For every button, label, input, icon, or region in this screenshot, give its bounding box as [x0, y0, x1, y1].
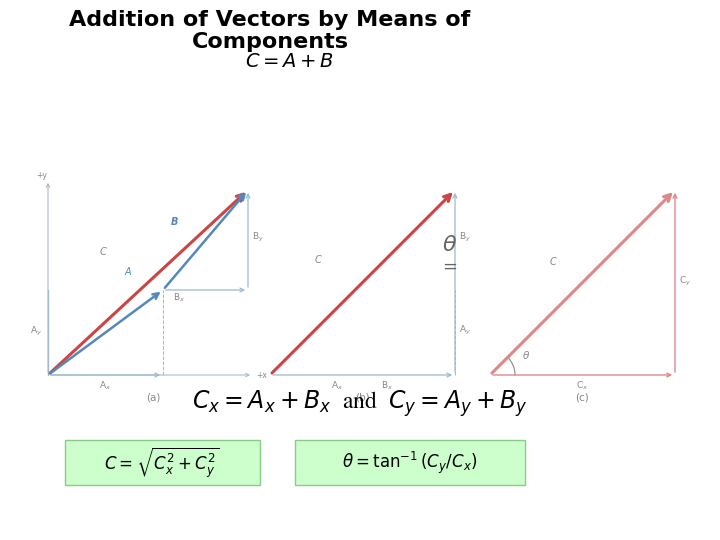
- Text: $\theta$: $\theta$: [442, 235, 458, 255]
- Text: (c): (c): [575, 392, 590, 402]
- Text: B: B: [171, 217, 179, 227]
- Text: $\theta$: $\theta$: [522, 349, 530, 361]
- Text: B$_y$: B$_y$: [459, 232, 471, 245]
- Text: C$_x$: C$_x$: [576, 380, 588, 393]
- Text: C$_y$: C$_y$: [679, 274, 691, 287]
- Text: C: C: [315, 255, 322, 265]
- Text: B$_x$: B$_x$: [381, 380, 393, 393]
- Text: $\theta = \tan^{-1}(C_y / C_x)$: $\theta = \tan^{-1}(C_y / C_x)$: [342, 450, 478, 476]
- Text: A$_x$: A$_x$: [331, 380, 343, 393]
- Text: +y: +y: [37, 171, 48, 180]
- Text: $C = A + B$: $C = A + B$: [246, 52, 335, 71]
- Text: $C = \sqrt{C_x^2 + C_y^2}$: $C = \sqrt{C_x^2 + C_y^2}$: [104, 446, 220, 480]
- Text: (b): (b): [355, 392, 370, 402]
- FancyBboxPatch shape: [65, 440, 260, 485]
- Text: C: C: [550, 257, 557, 267]
- Text: C: C: [100, 247, 107, 257]
- Text: B$_x$: B$_x$: [173, 291, 185, 303]
- Text: A: A: [125, 267, 132, 277]
- Text: B$_y$: B$_y$: [252, 232, 264, 245]
- Text: (a): (a): [146, 392, 160, 402]
- FancyBboxPatch shape: [295, 440, 525, 485]
- Text: A$_x$: A$_x$: [99, 380, 111, 393]
- Text: +x: +x: [256, 372, 267, 381]
- Text: =: =: [443, 258, 457, 276]
- Text: A$_y$: A$_y$: [30, 325, 42, 338]
- Text: Components: Components: [192, 32, 348, 52]
- Text: A$_y$: A$_y$: [459, 324, 471, 337]
- Text: $C_x = A_x + B_x$  and  $C_y = A_y + B_y$: $C_x = A_x + B_x$ and $C_y = A_y + B_y$: [192, 388, 528, 418]
- Text: Addition of Vectors by Means of: Addition of Vectors by Means of: [69, 10, 471, 30]
